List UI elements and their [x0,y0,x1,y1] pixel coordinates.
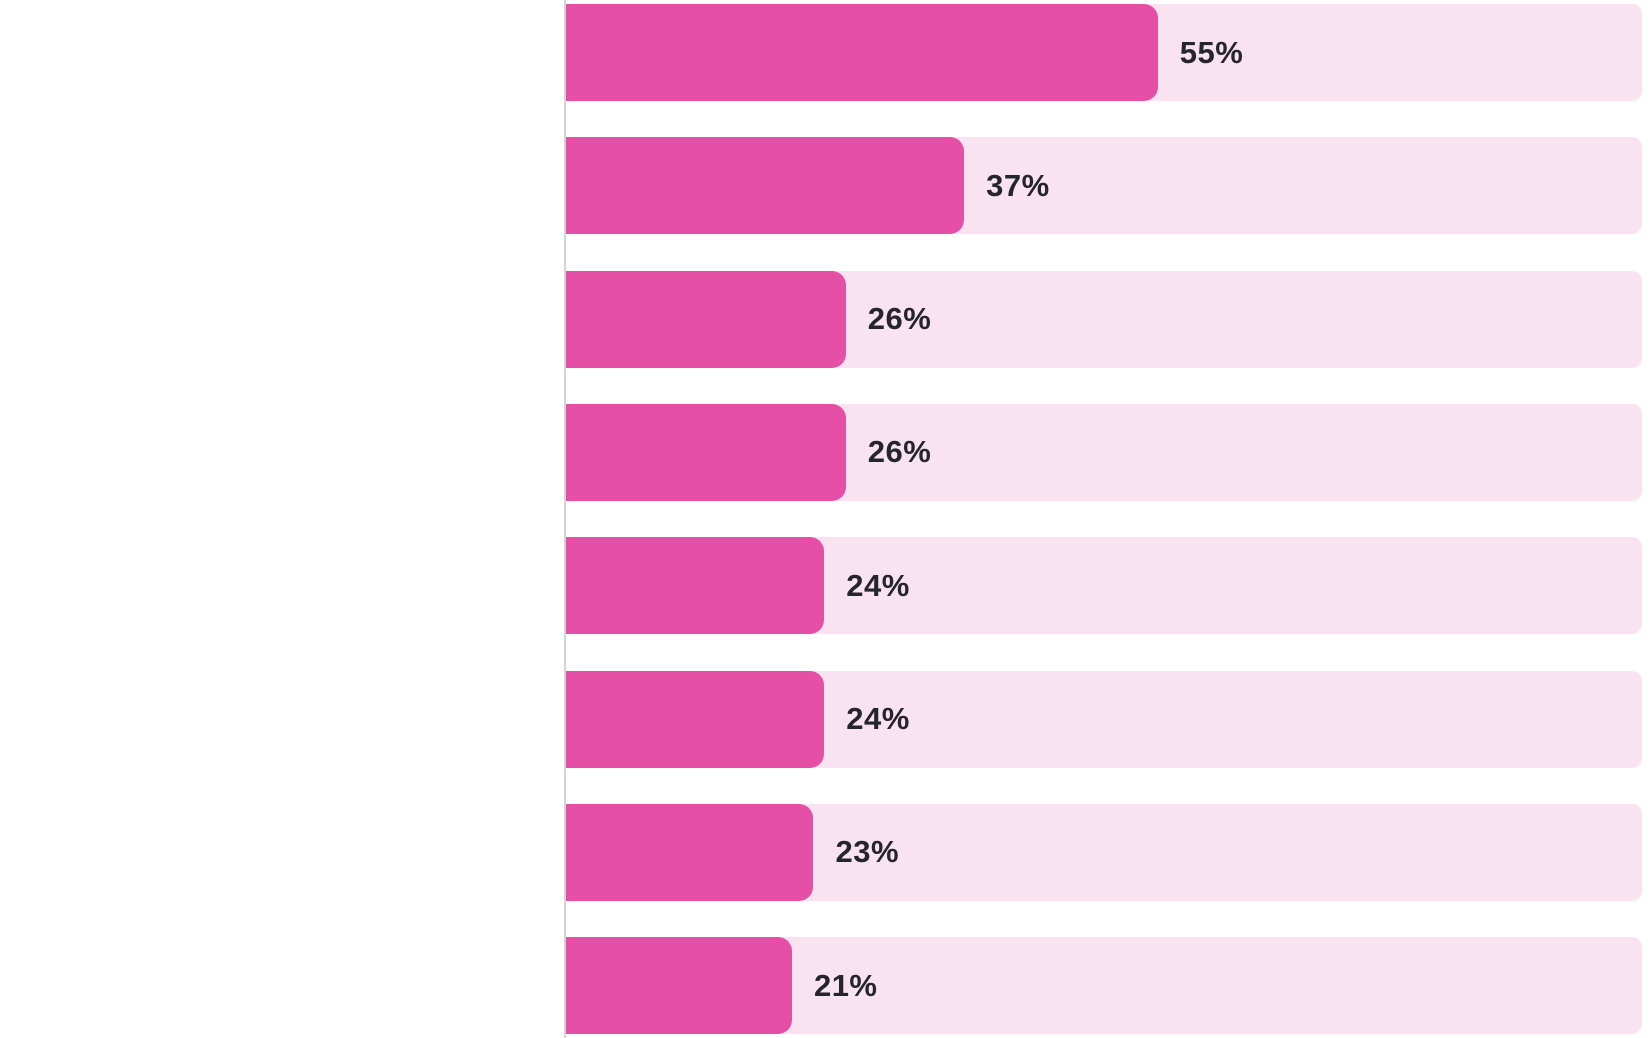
bar-value-label: 26% [867,434,932,470]
bar-fill [566,270,846,368]
bar-value-label: 24% [846,701,910,737]
bar-row: 26% [566,270,1642,368]
bar-value-label: 55% [1179,34,1244,70]
bar-fill [566,403,846,501]
bar-row: 37% [566,137,1642,235]
bar-fill [566,803,814,901]
bar-row: 55% [566,4,1642,101]
bar-fill [566,937,792,1035]
bar-fill [566,137,965,235]
bar-row: 21% [566,937,1642,1035]
y-axis-line [564,0,566,1038]
bar-fill [566,4,1158,101]
bar-value-label: 26% [867,301,932,337]
bar-fill [566,537,825,635]
bar-value-label: 37% [986,167,1050,203]
bar-value-label: 21% [813,967,878,1003]
bar-value-label: 23% [835,834,900,870]
bar-value-label: 24% [846,567,910,603]
bar-row: 24% [566,537,1642,635]
category-label-column [0,0,564,1038]
bar-fill [566,670,825,768]
bar-row: 24% [566,670,1642,768]
bar-row: 23% [566,803,1642,901]
plot-area: 55% 37% 26% 26% 24% 24% 23% 21% [566,4,1642,1035]
bar-row: 26% [566,403,1642,501]
